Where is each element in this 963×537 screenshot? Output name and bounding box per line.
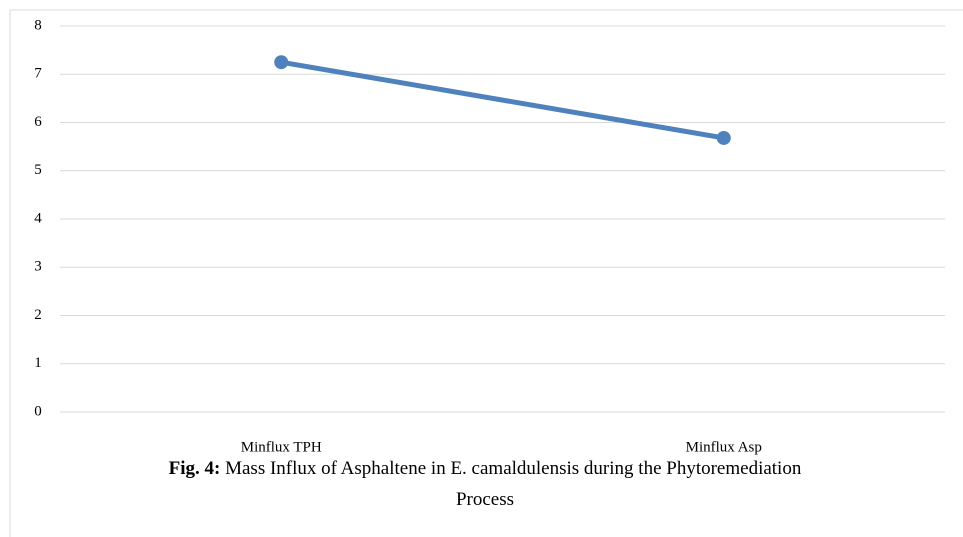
y-tick-label: 7: [34, 66, 42, 82]
caption-label: Fig. 4:: [168, 458, 221, 479]
y-tick-label: 1: [34, 355, 42, 371]
y-tick-label: 5: [34, 162, 42, 178]
x-tick-label: Minflux TPH: [241, 439, 322, 455]
y-tick-label: 2: [34, 307, 42, 323]
x-tick-label: Minflux Asp: [686, 439, 762, 455]
y-tick-label: 6: [34, 114, 42, 130]
y-tick-label: 3: [34, 259, 42, 275]
chart-frame: [9, 9, 963, 537]
caption-text: Mass Influx of Asphaltene in E. camaldul…: [225, 458, 802, 510]
data-line: [278, 59, 727, 141]
y-tick-label: 0: [34, 403, 42, 419]
data-point: [716, 130, 731, 145]
y-tick-label: 8: [34, 17, 42, 33]
data-point: [274, 55, 289, 70]
figure-caption: Fig. 4: Mass Influx of Asphaltene in E. …: [140, 453, 830, 515]
y-tick-label: 4: [34, 210, 42, 226]
